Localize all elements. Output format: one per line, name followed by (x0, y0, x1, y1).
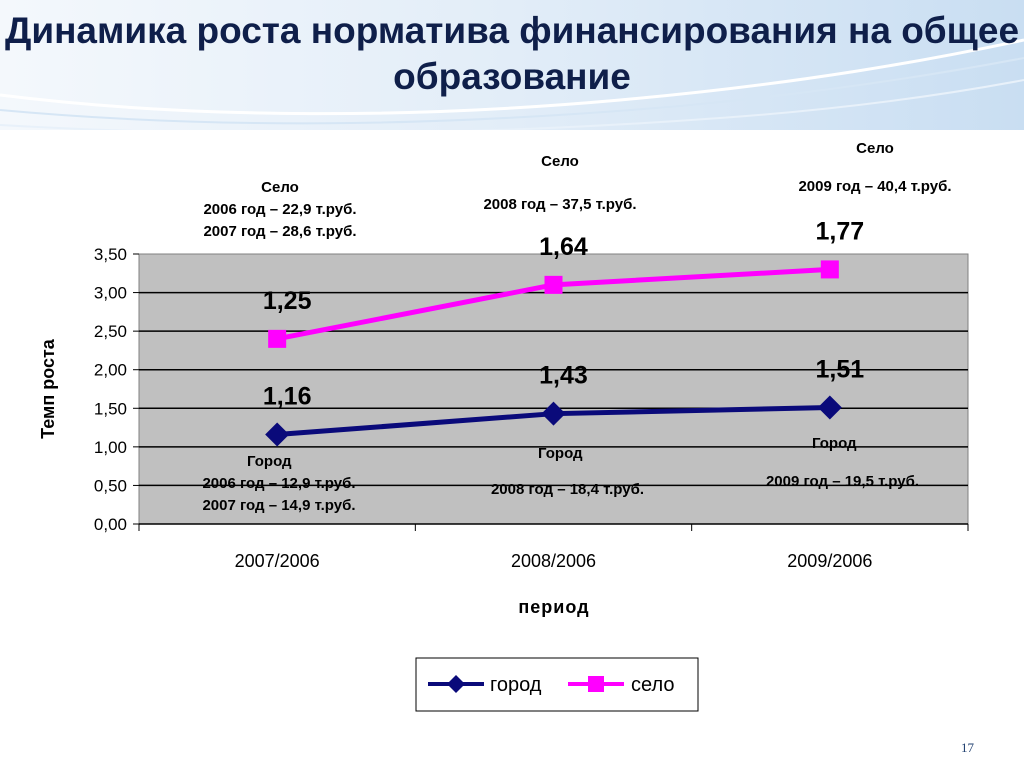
y-axis-ticks: 0,00 0,50 1,00 1,50 2,00 2,50 3,00 3,50 (94, 245, 139, 534)
legend: город село (415, 657, 699, 712)
x-tick-label: 2009/2006 (787, 551, 872, 571)
data-label: 1,77 (815, 217, 864, 245)
annotation-selo-2009: Село 2009 год – 40,4 т.руб. (798, 140, 952, 195)
y-tick-label: 2,00 (94, 361, 127, 380)
y-tick-label: 1,50 (94, 399, 127, 418)
y-tick-label: 0,00 (94, 515, 127, 534)
y-tick-label: 2,50 (94, 322, 127, 341)
x-tick-label: 2007/2006 (235, 551, 320, 571)
legend-label-selo: село (631, 674, 674, 696)
data-label: 1,25 (263, 287, 312, 315)
x-axis-ticks: 2007/2006 2008/2006 2009/2006 (138, 523, 969, 571)
y-tick-label: 0,50 (94, 476, 127, 495)
x-axis-title: период (518, 597, 589, 617)
slide-number: 17 (961, 740, 974, 755)
data-label: 1,64 (539, 233, 588, 261)
data-point (265, 422, 290, 447)
data-label: 1,16 (263, 383, 312, 411)
y-tick-label: 3,00 (94, 284, 127, 303)
chart-panel: 0,00 0,50 1,00 1,50 2,00 2,50 3,00 3,50 2007/20… (14, 208, 988, 716)
data-point (544, 275, 563, 294)
annotation-selo-2007: Село 2006 год – 22,9 т.руб. 2007 год – 2… (203, 179, 357, 240)
data-point (817, 395, 842, 420)
data-point (820, 260, 839, 279)
data-point (541, 401, 566, 426)
data-point (268, 329, 287, 348)
x-tick-label: 2008/2006 (511, 551, 596, 571)
y-tick-label: 1,00 (94, 438, 127, 457)
plot-area (138, 253, 969, 525)
series-layer: 1,16 1,43 1,51 1,25 1,64 1,77 (263, 217, 864, 447)
page-title: Динамика роста норматива финансирования … (4, 10, 1020, 97)
y-tick-label: 3,50 (94, 245, 127, 264)
legend-diamond-icon (447, 675, 465, 693)
annotation-selo-2008: Село 2008 год – 37,5 т.руб. (483, 153, 637, 213)
legend-square-icon (588, 676, 604, 692)
y-axis-title: Темп роста (38, 338, 58, 439)
legend-label-gorod: город (490, 674, 542, 696)
annotation-gorod-2007: Город 2006 год – 12,9 т.руб. 2007 год – … (202, 453, 356, 514)
annotation-gorod-2008: Город 2008 год – 18,4 т.руб. (490, 445, 645, 498)
annotation-gorod-2009: Город 2009 год – 19,5 т.руб. (765, 435, 920, 490)
data-label: 1,51 (815, 356, 864, 384)
chart: 0,00 0,50 1,00 1,50 2,00 2,50 3,00 3,50 2007/20… (38, 217, 969, 712)
data-label: 1,43 (539, 362, 588, 390)
